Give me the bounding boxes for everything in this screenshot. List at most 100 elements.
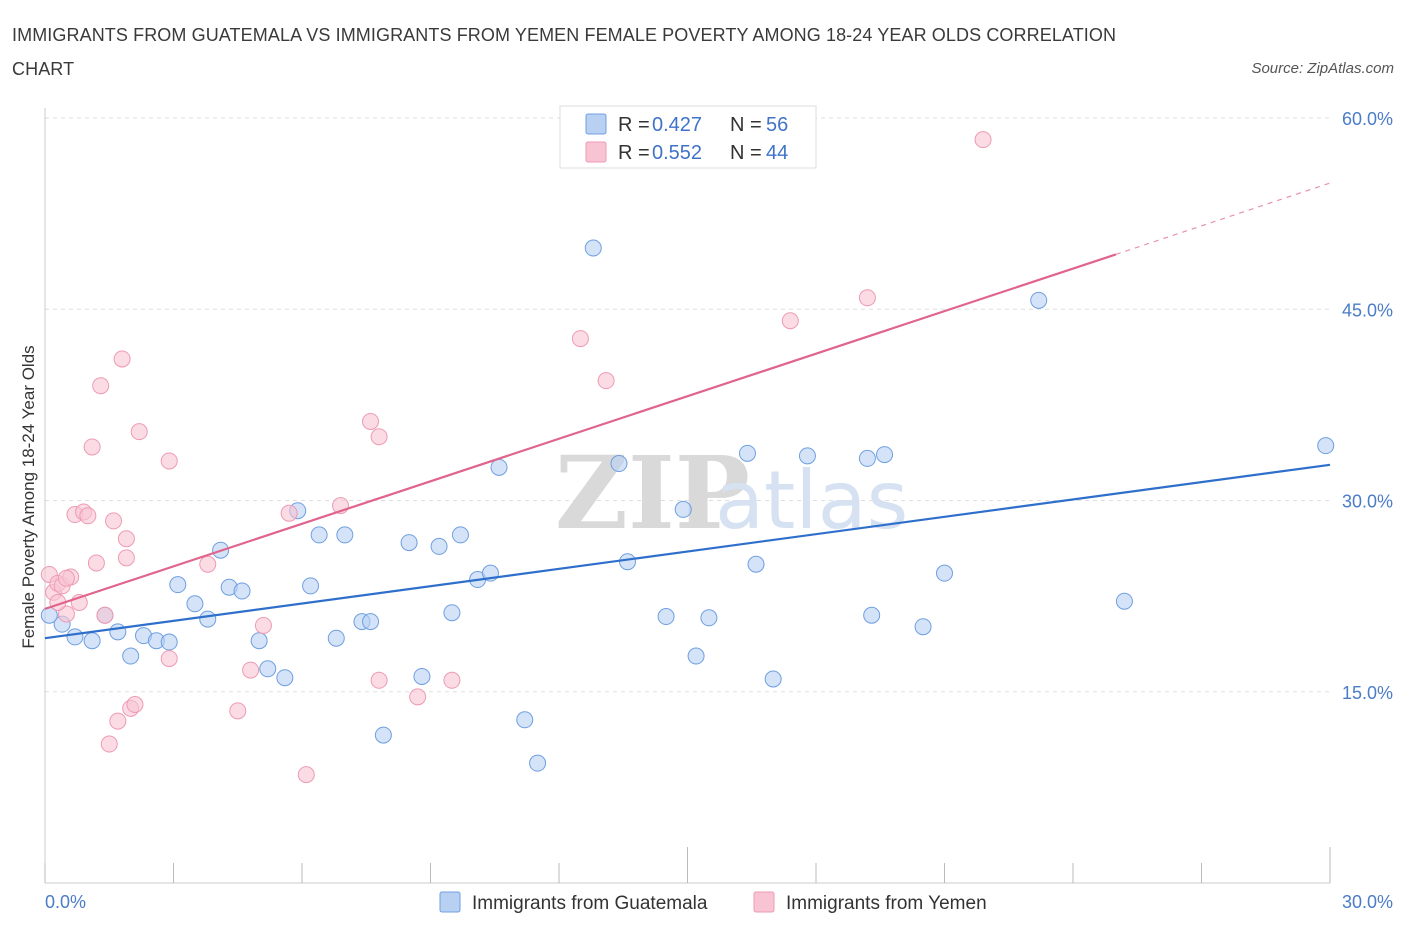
guatemala-point [160,633,178,651]
guatemala-point [610,455,628,473]
guatemala-point [876,446,894,464]
r-label: R = [618,114,650,136]
legend-guatemala-label: Immigrants from Guatemala [472,893,708,914]
yemen-point [974,131,992,149]
x-tick-label: 30.0% [1342,892,1393,912]
yemen-point [160,452,178,470]
yemen-point [57,569,75,587]
guatemala-point [430,537,448,555]
yemen-point [79,507,97,525]
yemen-point [199,555,217,573]
r-value: 0.427 [652,114,702,136]
guatemala-point [199,610,217,628]
yemen-point [96,606,114,624]
yemen-point [105,512,123,530]
watermark-atlas: atlas [715,454,908,547]
yemen-point [781,312,799,330]
yemen-point [242,661,260,679]
guatemala-point [1030,291,1048,309]
yemen-point [254,616,272,634]
n-label: N = [730,114,762,136]
yemen-point [87,554,105,572]
guatemala-point [374,726,392,744]
guatemala-point [1115,592,1133,610]
y-tick-label: 60.0% [1342,109,1393,129]
guatemala-point [490,458,508,476]
guatemala-swatch [585,113,607,135]
guatemala-point [250,632,268,650]
yemen-point [280,504,298,522]
guatemala-point [233,582,251,600]
yemen-point [858,289,876,307]
yemen-point [370,671,388,689]
guatemala-point [700,609,718,627]
guatemala-point [516,711,534,729]
legend-guatemala-swatch [439,891,461,913]
y-tick-label: 30.0% [1342,492,1393,512]
guatemala-point [327,629,345,647]
yemen-point [597,372,615,390]
watermark: ZIP atlas [555,434,908,552]
n-label: N = [730,142,762,164]
bottom-legend: Immigrants from Guatemala Immigrants from… [439,891,987,914]
guatemala-point [451,526,469,544]
yemen-point [57,605,75,623]
yemen-point [100,735,118,753]
guatemala-point [310,526,328,544]
r-label: R = [618,142,650,164]
guatemala-point [936,564,953,582]
guatemala-point [914,618,932,636]
yemen-point [370,428,388,446]
yemen-point [126,696,144,713]
axes [44,108,1331,884]
guatemala-point [747,555,765,573]
guatemala-point [122,647,140,665]
yemen-point [229,702,247,720]
x-tick-labels: 0.0% 30.0% [45,892,1393,912]
r-value: 0.552 [652,142,702,164]
yemen-point [297,766,315,784]
guatemala-trend-line [44,463,1331,640]
source-label: Source: ZipAtlas.com [1251,60,1394,77]
trend-lines [44,182,1331,640]
guatemala-point [687,647,705,665]
watermark-zip: ZIP [555,434,750,552]
n-value: 44 [766,142,788,164]
yemen-point [443,671,461,689]
guatemala-point [336,526,354,544]
legend-yemen-label: Immigrants from Yemen [786,893,987,914]
yemen-point [571,330,589,348]
guatemala-point [858,449,876,467]
data-points [40,131,1335,784]
yemen-trend-extension [1115,182,1331,255]
guatemala-point [109,623,127,641]
guatemala-point [186,595,204,613]
guatemala-point [764,670,782,688]
guatemala-point [674,500,692,518]
guatemala-point [66,628,84,646]
chart-title: IMMIGRANTS FROM GUATEMALA VS IMMIGRANTS … [12,25,1117,79]
yemen-trend-line [44,253,1117,610]
yemen-point [130,423,148,441]
guatemala-point [863,606,881,624]
guatemala-point [413,667,431,685]
y-axis-title: Female Poverty Among 18-24 Year Olds [19,345,38,648]
gridlines [45,117,1330,693]
y-tick-label: 45.0% [1342,300,1393,320]
legend-yemen-swatch [753,891,775,913]
guatemala-point [657,608,675,626]
yemen-point [362,412,380,430]
guatemala-point [619,553,637,571]
yemen-point [117,549,135,567]
yemen-point [109,712,127,730]
guatemala-point [362,613,380,631]
guatemala-point [83,632,101,650]
guatemala-point [276,669,294,687]
x-tick-label: 0.0% [45,892,86,912]
guatemala-point [302,577,320,595]
guatemala-point [259,660,277,678]
guatemala-point [443,604,461,622]
guatemala-point [1317,437,1335,455]
guatemala-point [529,754,547,772]
